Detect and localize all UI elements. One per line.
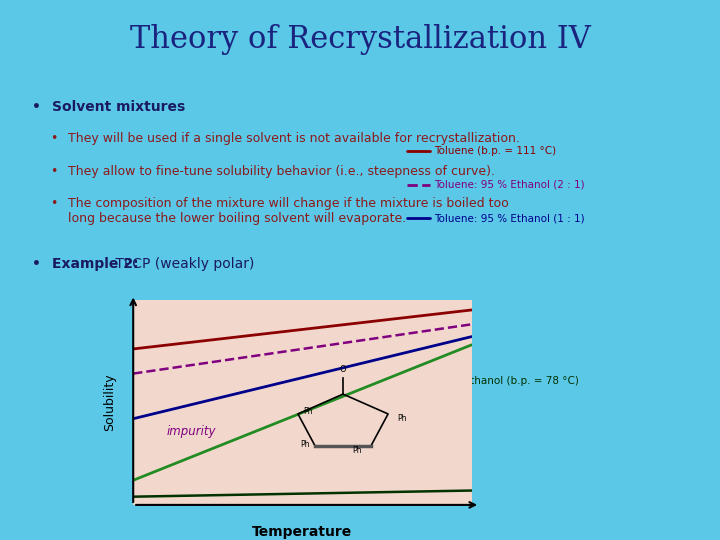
Text: •: • (50, 132, 58, 145)
Text: Ph: Ph (397, 414, 406, 422)
Text: Example 2:: Example 2: (52, 256, 138, 271)
Text: Ph: Ph (300, 440, 310, 449)
Text: Solubility: Solubility (103, 374, 116, 431)
Text: 95 % Ethanol (b.p. = 78 °C): 95 % Ethanol (b.p. = 78 °C) (434, 376, 579, 386)
Text: They allow to fine-tune solubility behavior (i.e., steepness of curve).: They allow to fine-tune solubility behav… (68, 165, 495, 178)
Text: Toluene (b.p. = 111 °C): Toluene (b.p. = 111 °C) (434, 146, 557, 156)
Text: Ph: Ph (353, 446, 362, 455)
Text: impurity: impurity (167, 424, 217, 437)
Text: •: • (50, 165, 58, 178)
Text: Toluene: 95 % Ethanol (1 : 1): Toluene: 95 % Ethanol (1 : 1) (434, 213, 585, 223)
Text: They will be used if a single solvent is not available for recrystallization.: They will be used if a single solvent is… (68, 132, 521, 145)
Text: Toluene: 95 % Ethanol (2 : 1): Toluene: 95 % Ethanol (2 : 1) (434, 180, 585, 190)
Text: •: • (32, 256, 41, 271)
Text: Solvent mixtures: Solvent mixtures (52, 100, 185, 114)
Text: Temperature: Temperature (252, 525, 353, 539)
Text: Ph: Ph (303, 407, 313, 416)
Text: TPCP (weakly polar): TPCP (weakly polar) (111, 256, 254, 271)
Text: •: • (32, 100, 41, 114)
Text: Theory of Recrystallization IV: Theory of Recrystallization IV (130, 24, 590, 55)
Text: The composition of the mixture will change if the mixture is boiled too
long bec: The composition of the mixture will chan… (68, 197, 509, 225)
Text: O: O (340, 364, 346, 374)
Text: •: • (50, 197, 58, 210)
